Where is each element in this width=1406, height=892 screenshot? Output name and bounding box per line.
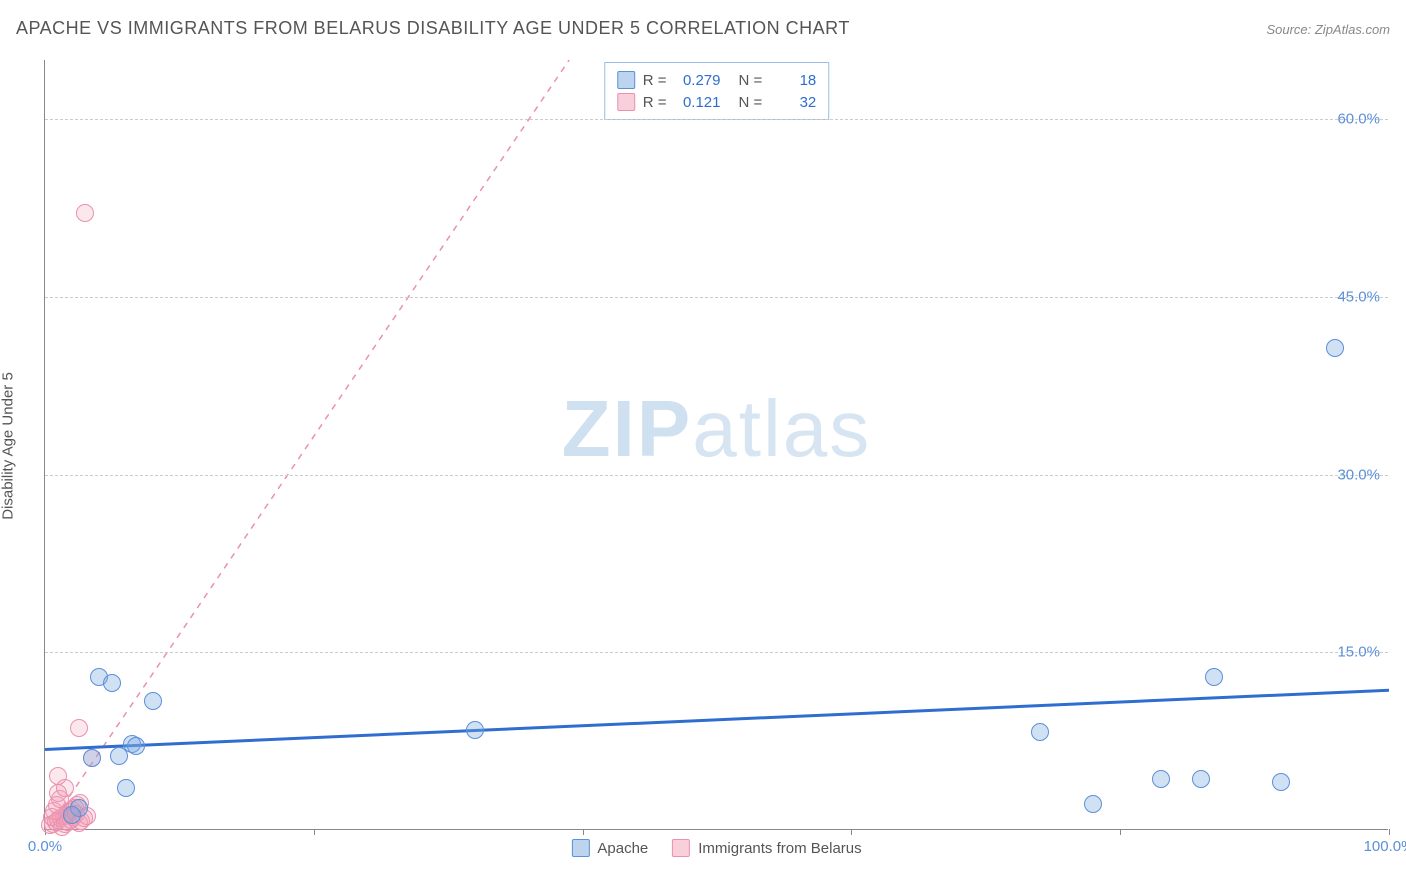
chart-title: APACHE VS IMMIGRANTS FROM BELARUS DISABI… — [16, 18, 850, 39]
data-point — [103, 674, 121, 692]
r-value-blue: 0.279 — [675, 72, 721, 89]
data-point — [1031, 723, 1049, 741]
data-point — [110, 747, 128, 765]
x-tick-mark — [1389, 829, 1390, 835]
x-tick-mark — [314, 829, 315, 835]
data-point — [127, 737, 145, 755]
trend-lines — [45, 60, 1389, 830]
data-point — [144, 692, 162, 710]
x-tick-label: 0.0% — [28, 838, 62, 855]
x-tick-mark — [851, 829, 852, 835]
trend-line — [49, 60, 569, 826]
watermark: ZIPatlas — [562, 383, 871, 475]
legend-label-belarus: Immigrants from Belarus — [698, 840, 861, 857]
data-point — [1152, 770, 1170, 788]
data-point — [70, 719, 88, 737]
x-tick-mark — [1120, 829, 1121, 835]
stats-row-pink: R = 0.121 N = 32 — [617, 91, 817, 113]
data-point — [83, 749, 101, 767]
gridline — [45, 652, 1388, 653]
swatch-pink-icon — [617, 93, 635, 111]
x-tick-mark — [583, 829, 584, 835]
swatch-blue-icon — [617, 71, 635, 89]
n-label: N = — [739, 72, 763, 89]
data-point — [63, 806, 81, 824]
gridline — [45, 119, 1388, 120]
source-attribution: Source: ZipAtlas.com — [1266, 22, 1390, 37]
watermark-part1: ZIP — [562, 384, 692, 473]
y-tick-label: 45.0% — [1337, 288, 1380, 305]
gridline — [45, 297, 1388, 298]
data-point — [117, 779, 135, 797]
watermark-part2: atlas — [692, 384, 871, 473]
chart-header: APACHE VS IMMIGRANTS FROM BELARUS DISABI… — [16, 18, 1390, 39]
data-point — [76, 204, 94, 222]
n-value-blue: 18 — [770, 72, 816, 89]
y-tick-label: 60.0% — [1337, 111, 1380, 128]
data-point — [466, 721, 484, 739]
swatch-blue-icon — [571, 839, 589, 857]
swatch-pink-icon — [672, 839, 690, 857]
series-legend: Apache Immigrants from Belarus — [571, 839, 861, 857]
data-point — [49, 767, 67, 785]
y-tick-label: 15.0% — [1337, 644, 1380, 661]
x-tick-label: 100.0% — [1364, 838, 1406, 855]
r-label: R = — [643, 94, 667, 111]
legend-item-belarus: Immigrants from Belarus — [672, 839, 861, 857]
legend-item-apache: Apache — [571, 839, 648, 857]
data-point — [1205, 668, 1223, 686]
scatter-chart: ZIPatlas R = 0.279 N = 18 R = 0.121 N = … — [44, 60, 1388, 830]
data-point — [1084, 795, 1102, 813]
data-point — [1272, 773, 1290, 791]
y-tick-label: 30.0% — [1337, 466, 1380, 483]
y-axis-label: Disability Age Under 5 — [0, 372, 17, 520]
gridline — [45, 475, 1388, 476]
data-point — [1326, 339, 1344, 357]
trend-line — [45, 690, 1389, 749]
n-value-pink: 32 — [770, 94, 816, 111]
legend-label-apache: Apache — [597, 840, 648, 857]
r-label: R = — [643, 72, 667, 89]
stats-legend: R = 0.279 N = 18 R = 0.121 N = 32 — [604, 62, 830, 120]
stats-row-blue: R = 0.279 N = 18 — [617, 69, 817, 91]
data-point — [1192, 770, 1210, 788]
n-label: N = — [739, 94, 763, 111]
r-value-pink: 0.121 — [675, 94, 721, 111]
